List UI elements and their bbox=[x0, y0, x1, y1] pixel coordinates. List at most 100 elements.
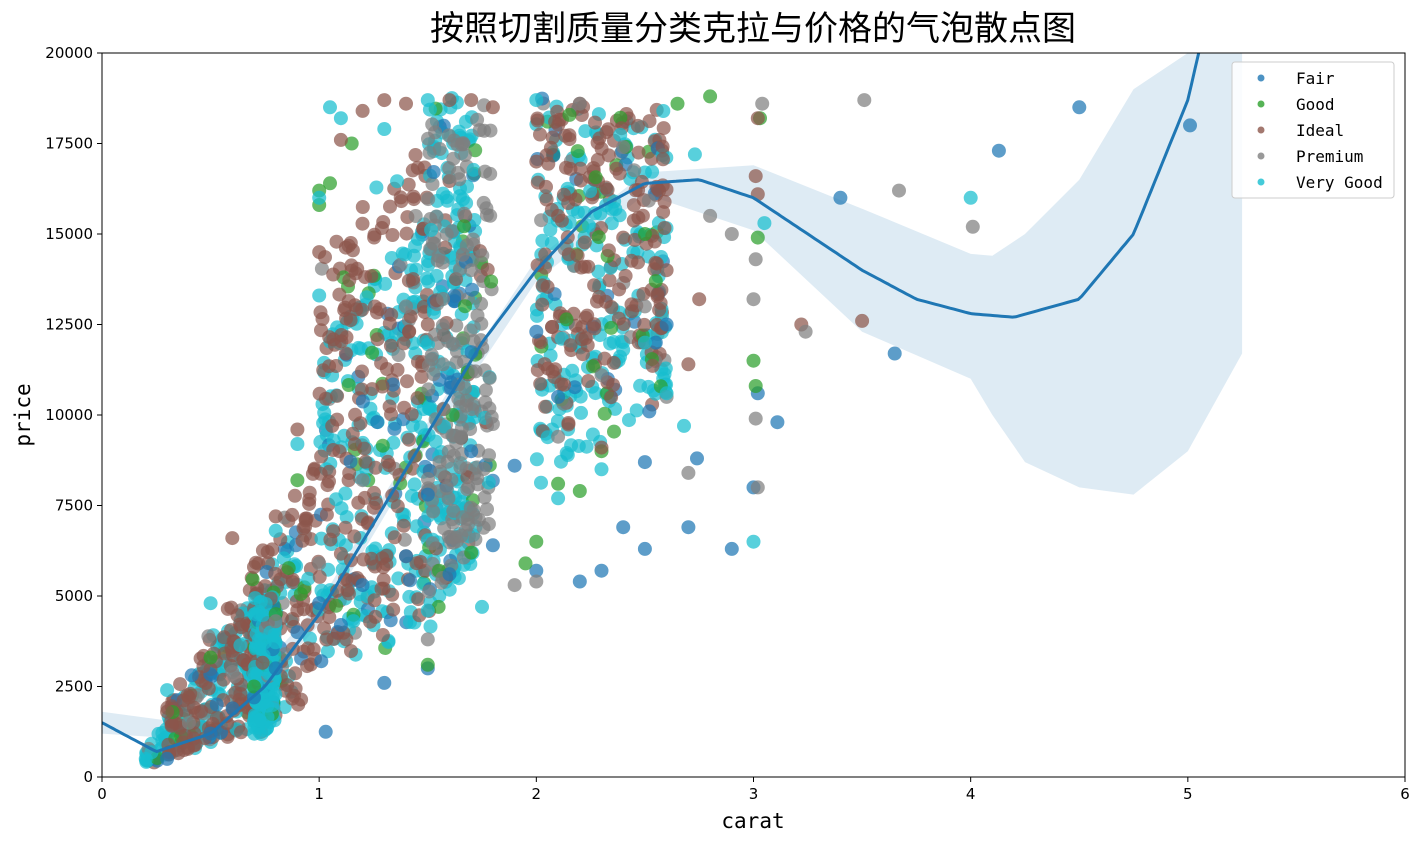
cluster-point bbox=[367, 593, 382, 608]
cluster-point bbox=[355, 216, 370, 231]
cluster-point bbox=[453, 460, 468, 475]
cluster-point bbox=[641, 193, 656, 208]
cluster-point bbox=[342, 466, 357, 480]
point-fair bbox=[637, 455, 652, 470]
cluster-point bbox=[375, 438, 390, 453]
cluster-point bbox=[543, 140, 558, 155]
cluster-point bbox=[441, 334, 456, 349]
x-axis-ticks: 0 1 2 3 4 5 6 bbox=[97, 777, 1410, 803]
cluster-point bbox=[260, 710, 275, 725]
cluster-point bbox=[637, 317, 652, 332]
point-good bbox=[551, 476, 566, 491]
cluster-point bbox=[468, 364, 483, 379]
cluster-point bbox=[445, 224, 460, 238]
point-fair bbox=[442, 567, 457, 582]
point-fair bbox=[770, 415, 785, 430]
x-tick-label: 0 bbox=[97, 785, 107, 803]
cluster-point bbox=[339, 510, 354, 525]
cluster-point bbox=[341, 586, 356, 601]
cluster-point bbox=[355, 200, 370, 214]
x-tick-label: 5 bbox=[1183, 785, 1193, 803]
point-good bbox=[648, 274, 663, 289]
cluster-point bbox=[446, 448, 461, 463]
point-good bbox=[203, 650, 218, 665]
point-ideal bbox=[225, 531, 240, 546]
point-good bbox=[247, 679, 261, 694]
cluster-point bbox=[402, 324, 417, 339]
cluster-point bbox=[337, 303, 352, 318]
point-fair bbox=[318, 724, 333, 739]
point-good bbox=[746, 353, 761, 368]
cluster-point bbox=[323, 532, 338, 547]
cluster-point bbox=[429, 209, 444, 224]
cluster-point bbox=[435, 357, 450, 372]
point-very-good bbox=[312, 288, 327, 303]
cluster-point bbox=[570, 144, 585, 159]
cluster-point bbox=[370, 332, 385, 347]
point-premium bbox=[637, 299, 652, 314]
cluster-point bbox=[578, 331, 593, 346]
cluster-point bbox=[300, 641, 315, 656]
cluster-point bbox=[650, 287, 665, 302]
cluster-point bbox=[601, 122, 616, 137]
cluster-point bbox=[173, 677, 188, 692]
y-tick-label: 20000 bbox=[45, 44, 93, 62]
cluster-point bbox=[575, 347, 590, 362]
cluster-point bbox=[401, 273, 416, 288]
point-ideal bbox=[681, 357, 696, 372]
cluster-point bbox=[367, 299, 382, 314]
cluster-point bbox=[587, 278, 602, 293]
cluster-point bbox=[458, 148, 472, 163]
point-good bbox=[750, 230, 765, 245]
point-good bbox=[323, 176, 337, 191]
cluster-point bbox=[343, 454, 358, 469]
point-very-good bbox=[551, 491, 566, 506]
legend-marker-ideal bbox=[1257, 126, 1265, 134]
cluster-point bbox=[228, 685, 243, 700]
cluster-point bbox=[529, 452, 544, 467]
cluster-point bbox=[374, 581, 389, 596]
cluster-point bbox=[404, 488, 419, 503]
cluster-point bbox=[581, 218, 596, 233]
cluster-point bbox=[533, 376, 548, 391]
cluster-point bbox=[401, 177, 416, 192]
cluster-point bbox=[604, 390, 619, 405]
cluster-point bbox=[406, 192, 421, 207]
cluster-point bbox=[414, 369, 429, 384]
cluster-point bbox=[563, 161, 578, 176]
point-good bbox=[464, 545, 479, 560]
point-premium bbox=[703, 208, 718, 223]
cluster-point bbox=[317, 405, 332, 420]
cluster-point bbox=[426, 504, 441, 519]
point-fair bbox=[355, 578, 370, 593]
cluster-point bbox=[386, 435, 401, 450]
cluster-point bbox=[618, 268, 633, 283]
cluster-point bbox=[320, 478, 335, 493]
cluster-point bbox=[330, 388, 345, 403]
legend-label-very-good: Very Good bbox=[1296, 173, 1383, 192]
point-premium bbox=[225, 665, 240, 679]
cluster-point bbox=[383, 338, 398, 353]
cluster-point bbox=[433, 464, 448, 479]
point-premium bbox=[892, 183, 906, 198]
cluster-point bbox=[540, 279, 555, 294]
cluster-point bbox=[581, 259, 596, 274]
cluster-point bbox=[320, 644, 335, 659]
point-fair bbox=[616, 520, 631, 535]
point-fair bbox=[637, 541, 652, 556]
regression-layer bbox=[102, 53, 1201, 754]
cluster-point bbox=[588, 170, 603, 185]
point-premium bbox=[965, 219, 980, 234]
cluster-point bbox=[602, 273, 617, 288]
cluster-point bbox=[533, 127, 547, 142]
point-ideal bbox=[485, 100, 500, 115]
cluster-point bbox=[257, 635, 272, 650]
cluster-point bbox=[201, 681, 216, 696]
cluster-point bbox=[588, 115, 602, 130]
legend: Fair Good Ideal Premium Very Good bbox=[1231, 61, 1395, 199]
cluster-point bbox=[540, 430, 555, 445]
cluster-point bbox=[255, 608, 270, 623]
cluster-point bbox=[586, 359, 600, 374]
cluster-point bbox=[322, 464, 337, 479]
